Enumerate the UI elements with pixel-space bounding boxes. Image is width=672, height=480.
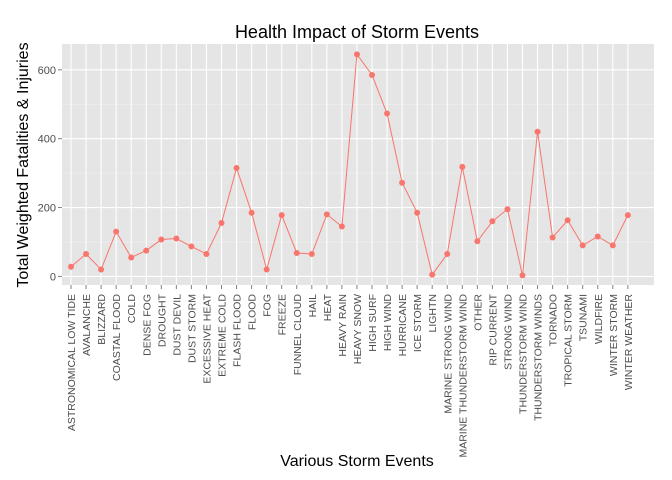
x-tick-label: EXTREME COLD [217,294,229,377]
data-point [474,238,481,245]
data-point [248,209,255,216]
data-point [338,223,345,230]
x-tick-label: THUNDERSTORM WINDS [533,294,545,421]
x-tick-label: FUNNEL CLOUD [292,294,304,376]
x-tick-label: MARINE THUNDERSTORM WIND [457,294,469,458]
data-series [68,51,631,279]
x-tick-label: BLIZZARD [96,294,108,345]
y-tick-label: 400 [38,134,56,146]
x-tick-label: WILDFIRE [593,294,605,344]
data-point [158,236,165,243]
data-point [128,254,135,261]
data-point [113,228,120,235]
x-tick-label: RIP CURRENT [487,293,499,365]
data-point [384,110,391,117]
x-tick-label: WINTER STORM [608,294,620,376]
y-tick-label: 0 [50,271,56,283]
data-point [98,266,105,273]
x-tick-label: OTHER [472,294,484,331]
y-axis: 0 200 400 600 [38,65,62,283]
x-tick-label: HAIL [307,294,319,318]
data-point [68,263,74,270]
x-tick-label: COASTAL FLOOD [111,294,123,381]
x-tick-label: HURRICANE [397,294,409,356]
data-point [203,251,210,258]
data-point [519,272,526,279]
data-point [624,212,631,219]
chart-title: Health Impact of Storm Events [235,22,479,42]
x-axis-title: Various Storm Events [280,453,434,470]
x-tick-label: HEAVY SNOW [352,294,364,364]
data-point [263,266,270,273]
data-point [534,128,541,135]
data-point [173,235,180,242]
x-tick-label: FREEZE [277,294,289,335]
x-tick-label: TORNADO [548,294,560,346]
x-tick-label: THUNDERSTORM WIND [518,294,530,414]
data-point [353,51,360,58]
data-point [83,251,90,258]
plot-panel [62,44,654,285]
data-point [609,242,616,249]
data-point [293,249,300,256]
x-tick-label: HEAT [322,293,334,321]
x-tick-label: FLASH FLOOD [232,294,244,367]
data-point [188,243,195,250]
x-axis: ASTRONOMICAL LOW TIDE AVALANCHE BLIZZARD CO… [66,285,635,458]
data-point [429,271,436,278]
data-point [143,247,150,254]
y-tick-label: 600 [38,65,56,77]
data-point [399,179,406,186]
x-tick-label: HIGH WIND [382,294,394,352]
data-point [444,251,451,258]
data-point [233,164,240,171]
y-tick-label: 200 [38,203,56,215]
data-point [323,211,330,218]
x-tick-label: DUST DEVIL [171,294,183,356]
y-axis-title: Total Weighted Fatalities & Injuries [15,42,32,287]
data-point [504,206,511,213]
x-tick-label: HEAVY RAIN [337,294,349,357]
x-tick-label: FLOOD [247,294,259,331]
grid-lines [62,44,654,285]
x-tick-label: AVALANCHE [81,294,93,356]
data-point [414,209,421,216]
x-tick-label: DENSE FOG [141,294,153,356]
data-point [369,71,375,78]
x-tick-label: ASTRONOMICAL LOW TIDE [66,294,78,431]
data-point [549,234,556,241]
x-tick-label: FOG [262,294,274,317]
data-point [579,242,586,249]
x-tick-label: STRONG WIND [502,294,514,370]
x-tick-label: DROUGHT [156,293,168,347]
data-point [308,251,315,258]
x-tick-label: COLD [126,294,138,324]
x-tick-label: LIGHTN [427,294,439,333]
data-point [278,212,285,219]
x-tick-label: MARINE STRONG WIND [442,294,454,414]
x-tick-label: EXCESSIVE HEAT [201,293,213,383]
x-tick-label: ICE STORM [412,294,424,352]
data-point [564,217,571,224]
data-point [489,218,496,225]
x-tick-label: HIGH SURF [367,294,379,352]
x-tick-label: TROPICAL STORM [563,294,575,387]
x-tick-label: TSUNAMI [578,294,590,341]
data-point [459,163,466,170]
data-point [594,233,601,240]
data-point [218,220,225,227]
x-tick-label: DUST STORM [186,294,198,363]
x-tick-label: WINTER WEATHER [623,294,635,390]
